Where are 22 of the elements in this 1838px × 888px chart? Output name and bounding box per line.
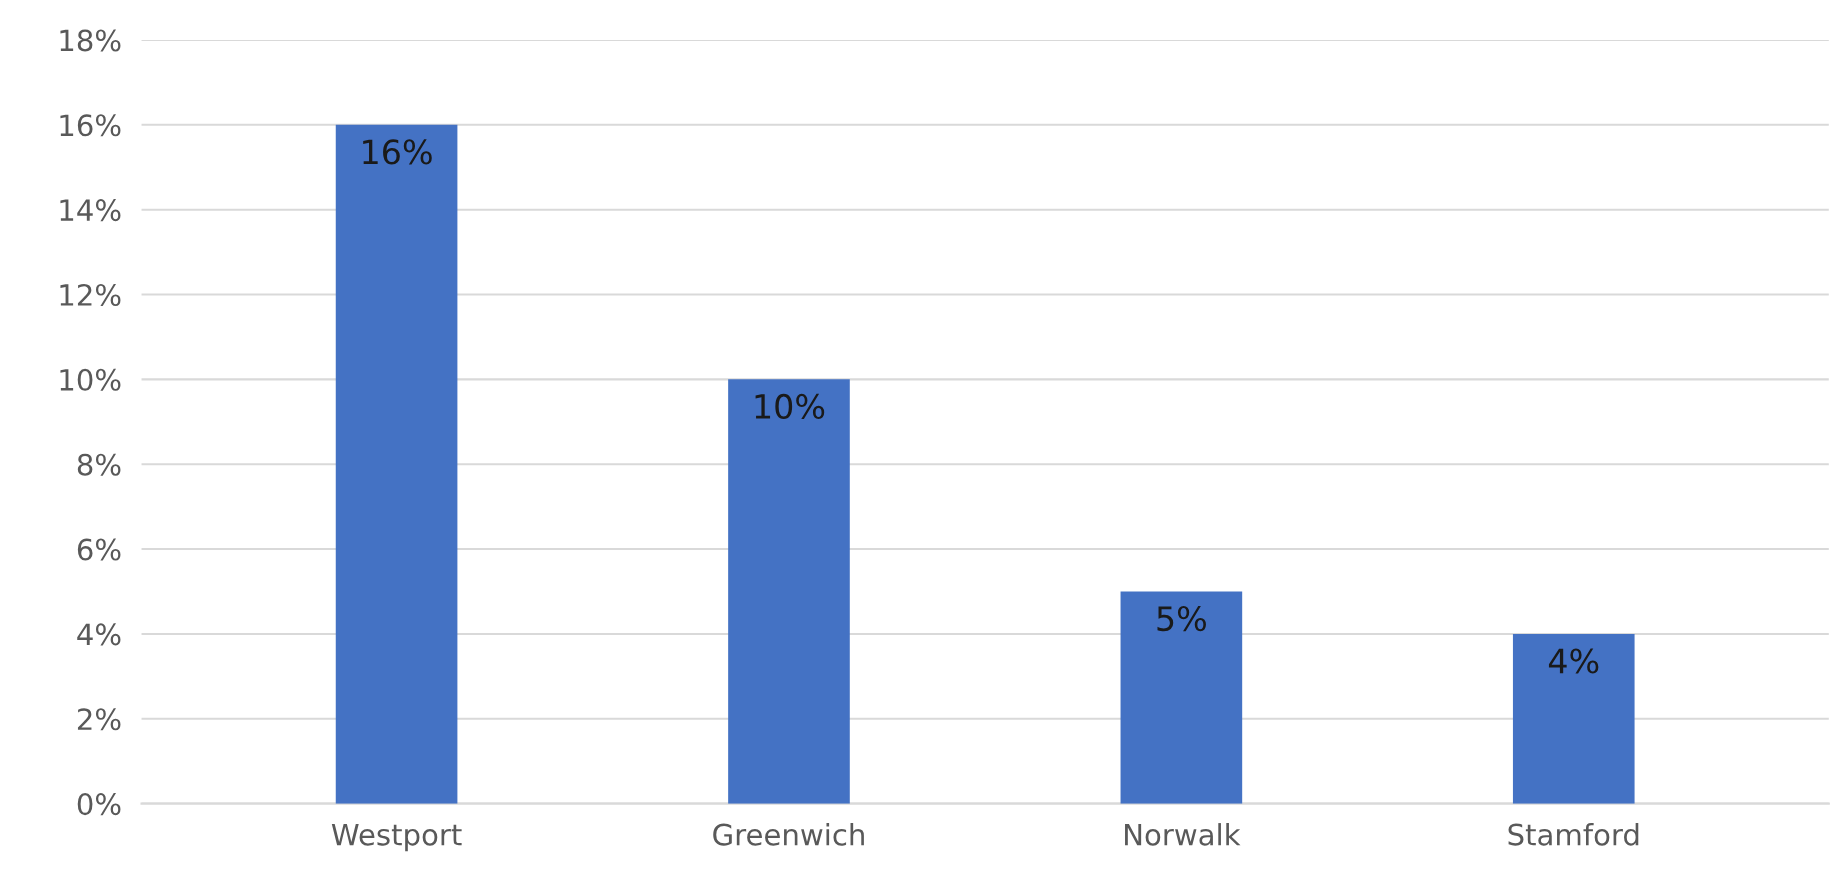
data-label: 10% xyxy=(755,393,825,420)
data-label: 5% xyxy=(1157,605,1206,632)
x-tick-label: Greenwich xyxy=(713,823,864,846)
y-tick-label: 6% xyxy=(77,538,121,561)
data-label: 16% xyxy=(363,139,432,165)
data-label: 4% xyxy=(1548,648,1599,674)
y-tick-label: 8% xyxy=(77,453,121,476)
y-tick-label: 14% xyxy=(60,199,121,222)
bar xyxy=(335,124,458,804)
x-tick-label: Stamford xyxy=(1508,823,1639,846)
bar xyxy=(728,379,850,804)
y-tick-label: 16% xyxy=(60,114,121,137)
bar xyxy=(1120,591,1243,804)
x-tick-label: Westport xyxy=(331,823,462,852)
bar xyxy=(1512,633,1635,804)
y-tick-label: 10% xyxy=(60,368,121,391)
x-tick-label: Norwalk xyxy=(1125,823,1241,846)
y-tick-label: 2% xyxy=(77,708,121,731)
y-tick-label: 4% xyxy=(77,623,121,646)
y-tick-label: 0% xyxy=(77,793,121,816)
y-tick-label: 18% xyxy=(60,29,121,52)
y-tick-label: 12% xyxy=(60,283,121,307)
